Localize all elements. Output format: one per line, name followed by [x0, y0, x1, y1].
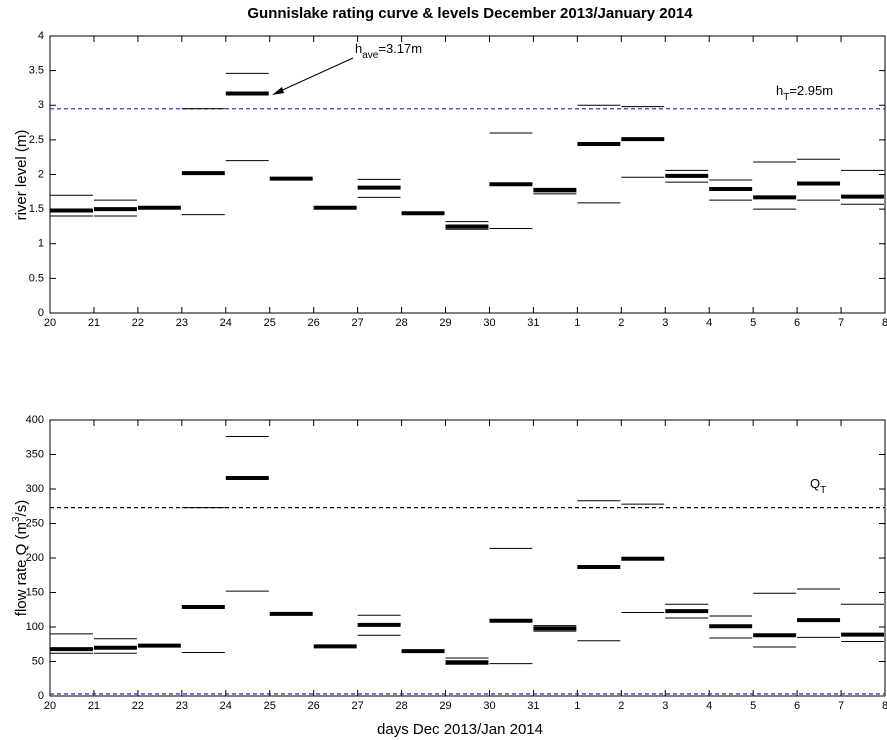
annotation-part: h [355, 41, 362, 56]
y-axis-label: flow rate Q (m3/s) [11, 500, 30, 616]
x-tick-label: 27 [352, 700, 364, 712]
x-tick-label: 3 [662, 317, 668, 329]
y-label-part: /s) [13, 500, 30, 517]
x-tick-label: 29 [439, 700, 451, 712]
chart-title: Gunnislake rating curve & levels Decembe… [247, 5, 693, 22]
x-tick-label: 8 [882, 317, 887, 329]
plot-frame [49, 419, 886, 697]
y-tick-label: 2 [38, 168, 44, 180]
x-tick-label: 28 [395, 700, 407, 712]
y-tick-label: 3 [38, 99, 44, 111]
x-tick-label: 6 [794, 700, 800, 712]
x-tick-label: 20 [44, 317, 56, 329]
annotation-part: Q [810, 476, 820, 491]
y-tick-label: 4 [38, 30, 44, 42]
y-tick-label: 100 [26, 621, 44, 633]
x-tick-label: 5 [750, 317, 756, 329]
x-tick-label: 5 [750, 700, 756, 712]
annotation-sub: ave [362, 50, 379, 61]
y-tick-label: 400 [26, 414, 44, 426]
y-axis-label: river level (m) [13, 130, 30, 221]
plot-frame [49, 35, 886, 314]
y-tick-label: 3.5 [29, 65, 44, 77]
y-label-part: flow rate Q (m [13, 522, 30, 616]
y-tick-label: 300 [26, 483, 44, 495]
x-tick-label: 8 [882, 700, 887, 712]
y-tick-label: 350 [26, 448, 44, 460]
x-tick-label: 25 [264, 317, 276, 329]
x-tick-label: 28 [395, 317, 407, 329]
y-tick-label: 0 [38, 690, 44, 702]
y-tick-label: 50 [32, 655, 44, 667]
y-tick-label: 200 [26, 552, 44, 564]
x-tick-label: 31 [527, 700, 539, 712]
x-tick-label: 2 [618, 700, 624, 712]
y-tick-label: 250 [26, 517, 44, 529]
annotation: hT=2.95m [776, 83, 833, 102]
annotation-arrow [275, 57, 354, 94]
x-tick-label: 23 [176, 317, 188, 329]
x-tick-label: 1 [574, 700, 580, 712]
x-tick-label: 21 [88, 700, 100, 712]
x-tick-label: 30 [483, 317, 495, 329]
annotation-part: =2.95m [789, 83, 833, 98]
annotation-part: =3.17m [378, 41, 422, 56]
y-tick-label: 0.5 [29, 272, 44, 284]
x-tick-label: 7 [838, 700, 844, 712]
annotation: have=3.17m [355, 41, 422, 60]
y-tick-label: 2.5 [29, 134, 44, 146]
x-tick-label: 4 [706, 700, 712, 712]
x-tick-label: 3 [662, 700, 668, 712]
x-tick-label: 23 [176, 700, 188, 712]
x-tick-label: 1 [574, 317, 580, 329]
annotation-sub: T [783, 92, 789, 103]
x-tick-label: 7 [838, 317, 844, 329]
y-tick-label: 1 [38, 238, 44, 250]
x-tick-label: 25 [264, 700, 276, 712]
x-tick-label: 21 [88, 317, 100, 329]
x-tick-label: 20 [44, 700, 56, 712]
x-tick-label: 31 [527, 317, 539, 329]
x-tick-label: 4 [706, 317, 712, 329]
x-tick-label: 26 [308, 317, 320, 329]
x-tick-label: 24 [220, 700, 232, 712]
arrow-head [272, 87, 284, 95]
annotation-part: h [776, 83, 783, 98]
x-axis-label: days Dec 2013/Jan 2014 [377, 721, 543, 738]
y-label-sup: 3 [11, 516, 22, 522]
y-tick-label: 1.5 [29, 203, 44, 215]
x-tick-label: 24 [220, 317, 232, 329]
x-tick-label: 22 [132, 317, 144, 329]
annotation-sub: T [820, 485, 826, 496]
x-tick-label: 30 [483, 700, 495, 712]
x-tick-label: 22 [132, 700, 144, 712]
x-tick-label: 27 [352, 317, 364, 329]
x-tick-label: 26 [308, 700, 320, 712]
y-tick-label: 150 [26, 586, 44, 598]
x-tick-label: 6 [794, 317, 800, 329]
y-tick-label: 0 [38, 307, 44, 319]
x-tick-label: 29 [439, 317, 451, 329]
annotation: QT [810, 476, 826, 495]
x-tick-label: 2 [618, 317, 624, 329]
